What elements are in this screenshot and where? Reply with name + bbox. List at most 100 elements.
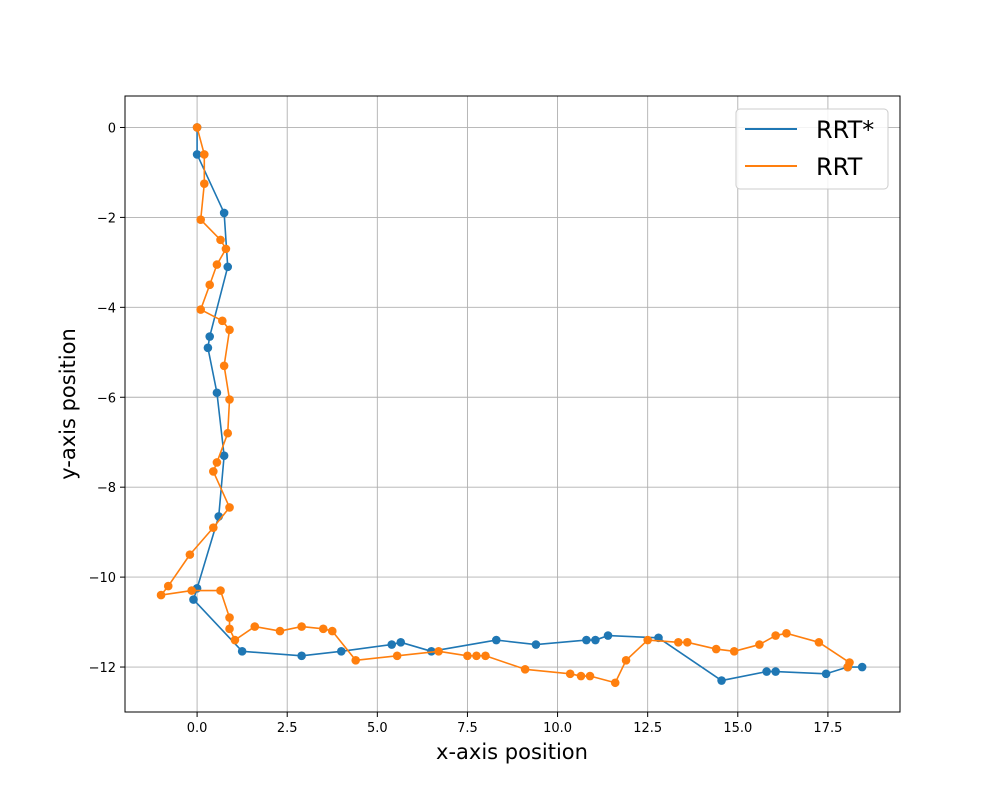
data-point	[219, 208, 229, 218]
data-point	[674, 638, 683, 647]
data-point	[491, 635, 501, 645]
data-point	[327, 626, 337, 636]
data-point	[225, 624, 234, 634]
data-point	[531, 640, 541, 649]
data-point	[481, 651, 490, 661]
data-point	[212, 388, 222, 398]
x-tick-label: 17.5	[813, 721, 842, 736]
data-point	[351, 655, 361, 665]
x-tick-label: 10.0	[543, 721, 572, 736]
data-point	[223, 262, 233, 272]
data-point	[200, 179, 209, 188]
data-point	[192, 150, 202, 159]
data-point	[205, 332, 215, 341]
y-tick-label: −10	[89, 571, 116, 586]
data-point	[230, 635, 240, 645]
data-point	[275, 626, 285, 636]
axis-ticks: 0.0 2.5 5.0 7.5 10.0 12.5 15.0 17.5 0 −2 −4 −6 −8 −10…	[89, 121, 843, 736]
x-tick-label: 12.5	[633, 721, 662, 736]
data-point	[387, 640, 397, 649]
x-tick-label: 5.0	[367, 721, 388, 736]
data-point	[237, 647, 247, 656]
data-point	[520, 664, 530, 674]
y-axis-label: y-axis position	[56, 328, 80, 480]
data-point	[396, 638, 406, 647]
data-point	[565, 669, 575, 679]
data-point	[463, 651, 472, 661]
data-point	[163, 581, 173, 591]
y-tick-label: −6	[97, 391, 116, 406]
y-tick-label: −12	[89, 661, 116, 676]
data-point	[156, 590, 166, 600]
data-point	[857, 662, 867, 672]
data-point	[591, 635, 600, 645]
legend: RRT* RRT	[735, 108, 889, 190]
x-tick-label: 7.5	[457, 721, 478, 736]
x-tick-label: 15.0	[723, 721, 752, 736]
data-point	[821, 669, 831, 679]
data-point	[225, 613, 234, 622]
data-point	[297, 622, 306, 631]
data-point	[225, 325, 234, 335]
y-tick-label: 0	[108, 121, 116, 136]
data-point	[771, 667, 780, 676]
data-point	[196, 305, 205, 314]
legend-label: RRT	[816, 153, 863, 181]
data-point	[209, 523, 218, 532]
data-point	[218, 316, 227, 326]
x-tick-label: 0.0	[187, 721, 208, 736]
data-point	[209, 467, 218, 476]
data-point	[755, 640, 764, 649]
series-rrt	[156, 123, 854, 688]
y-tick-label: −4	[97, 301, 116, 316]
data-point	[814, 638, 824, 647]
data-point	[683, 638, 692, 647]
data-point	[318, 624, 328, 634]
plot-frame	[124, 95, 901, 713]
data-point	[223, 428, 233, 438]
data-point	[582, 635, 591, 645]
data-point	[643, 635, 652, 645]
data-point	[216, 586, 225, 595]
data-point	[782, 629, 791, 638]
data-point	[711, 644, 721, 654]
data-point	[434, 647, 443, 656]
plot-series	[156, 123, 867, 688]
data-point	[297, 651, 306, 661]
data-point	[219, 451, 229, 461]
data-point	[771, 631, 780, 640]
data-point	[610, 678, 620, 688]
data-point	[225, 503, 234, 512]
x-axis-label: x-axis position	[436, 740, 588, 764]
data-point	[762, 667, 771, 676]
data-point	[200, 150, 209, 159]
data-point	[336, 647, 346, 656]
data-point	[729, 647, 739, 656]
data-point	[585, 671, 595, 681]
data-point	[212, 260, 222, 269]
y-tick-label: −2	[97, 211, 116, 226]
data-point	[196, 215, 205, 224]
data-point	[185, 550, 195, 559]
grid	[125, 96, 900, 712]
data-point	[250, 622, 260, 631]
data-point	[189, 595, 198, 604]
x-tick-label: 2.5	[277, 721, 298, 736]
data-point	[843, 662, 853, 672]
series-rrt-star	[189, 123, 867, 685]
y-tick-label: −8	[97, 481, 116, 496]
data-point	[192, 123, 202, 132]
data-point	[603, 631, 613, 640]
data-point	[212, 458, 222, 467]
data-point	[205, 280, 215, 290]
legend-label: RRT*	[816, 116, 874, 144]
data-point	[225, 395, 234, 404]
data-point	[576, 671, 586, 681]
data-point	[219, 361, 229, 371]
data-point	[203, 343, 213, 353]
data-point	[216, 235, 225, 245]
data-point	[472, 651, 481, 661]
data-point	[221, 244, 231, 254]
data-point	[717, 676, 726, 685]
data-point	[392, 651, 402, 661]
